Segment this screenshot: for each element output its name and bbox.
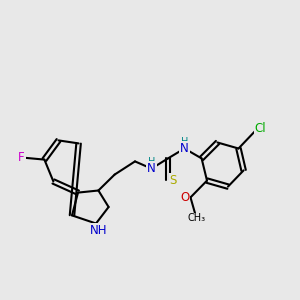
Text: H: H [148, 157, 155, 167]
Text: H: H [181, 137, 188, 147]
Text: NH: NH [90, 224, 107, 237]
Text: N: N [147, 162, 156, 175]
Text: O: O [181, 191, 190, 204]
Text: Cl: Cl [254, 122, 266, 135]
Text: N: N [180, 142, 189, 155]
Text: F: F [18, 151, 25, 164]
Text: CH₃: CH₃ [188, 213, 206, 224]
Text: S: S [170, 173, 177, 187]
